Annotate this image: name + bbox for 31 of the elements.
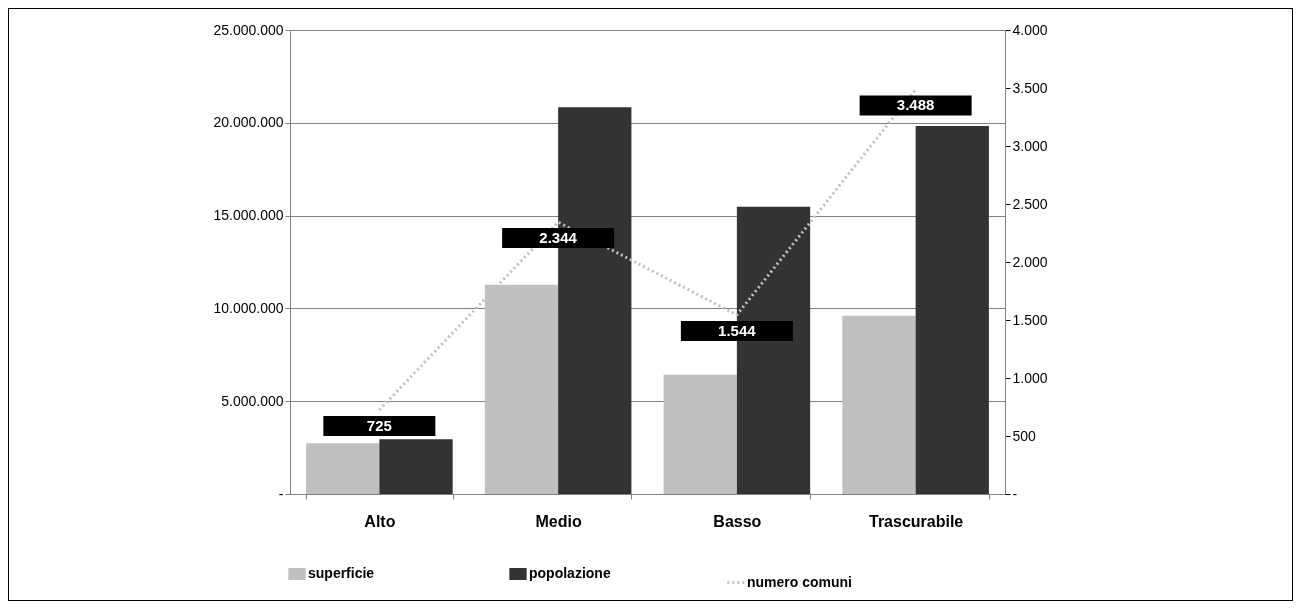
x-tick-label: Basso <box>713 512 762 530</box>
y2-tick-label: 1.000 <box>1012 369 1048 386</box>
legend-label: popolazione <box>529 565 611 581</box>
legend-label: superficie <box>308 565 375 581</box>
y2-tick-label: 500 <box>1012 427 1037 444</box>
legend-label: numero comuni <box>747 573 853 590</box>
y2-tick-label: 2.000 <box>1012 253 1048 270</box>
y2-tick-label: 3.500 <box>1012 79 1048 96</box>
y-tick-label: 5.000.000 <box>221 392 284 409</box>
x-tick-label: Alto <box>364 512 396 530</box>
y-tick-label: 10.000.000 <box>213 299 284 316</box>
x-tick-label: Trascurabile <box>868 512 964 530</box>
bar <box>915 125 989 494</box>
y-tick-label: 20.000.000 <box>213 114 284 131</box>
data-label: 3.488 <box>896 96 935 114</box>
y2-tick-label: - <box>1012 485 1018 502</box>
y-tick-label: 25.000.000 <box>213 21 284 38</box>
data-label: 725 <box>366 416 392 434</box>
y-tick-label: - <box>278 485 284 502</box>
data-label: 2.344 <box>539 229 578 247</box>
bar <box>306 443 380 494</box>
data-label: 1.544 <box>718 321 757 339</box>
bar <box>663 374 737 494</box>
y-tick-label: 15.000.000 <box>213 207 284 224</box>
y2-tick-label: 4.000 <box>1012 21 1048 38</box>
bar <box>379 439 453 494</box>
y2-tick-label: 3.000 <box>1012 137 1048 154</box>
x-tick-label: Medio <box>535 512 582 530</box>
y2-tick-label: 2.500 <box>1012 195 1048 212</box>
bar <box>842 315 916 494</box>
y2-tick-label: 1.500 <box>1012 311 1048 328</box>
